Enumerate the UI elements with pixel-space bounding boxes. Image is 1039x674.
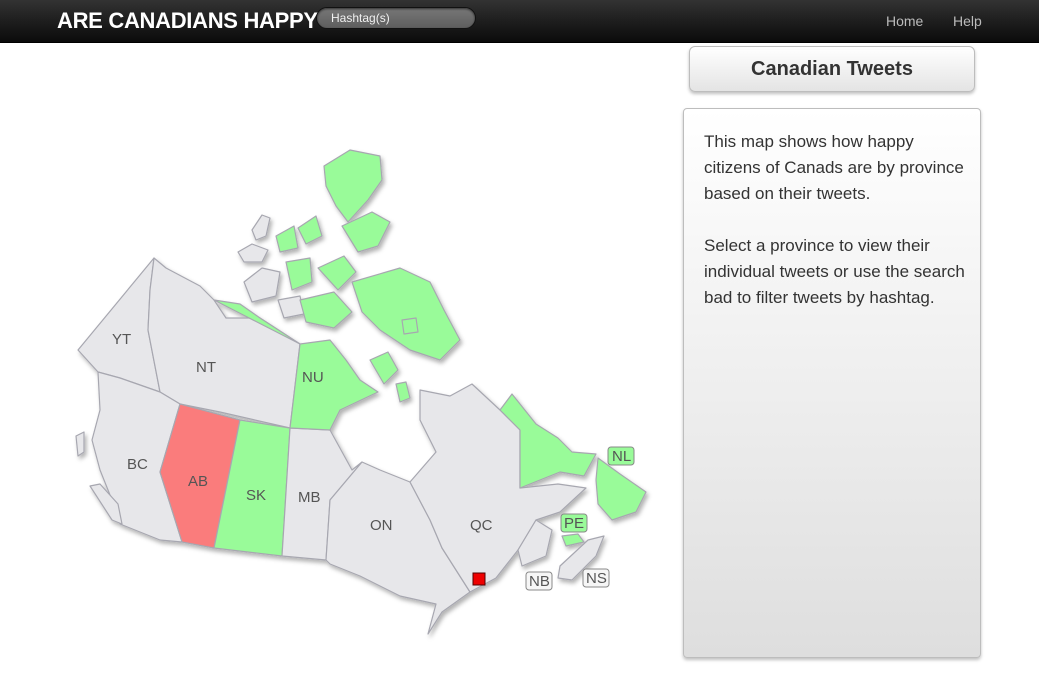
tag-pe[interactable]: PE [560, 513, 588, 533]
sidebar-panel: This map shows how happy citizens of Can… [683, 108, 981, 658]
nu-island [317, 255, 357, 291]
nu-island [351, 267, 461, 361]
location-marker[interactable] [472, 572, 486, 586]
label-nt: NT [196, 359, 216, 376]
label-mb: MB [298, 489, 321, 506]
label-nb: NB [529, 573, 550, 590]
nu-island [297, 215, 323, 245]
province-ns[interactable] [557, 535, 605, 581]
arctic-island-grey [237, 243, 269, 263]
nu-island [275, 225, 299, 253]
province-pe[interactable] [561, 533, 585, 547]
arctic-island-grey [251, 214, 271, 241]
newfoundland-island [595, 457, 647, 521]
nu-island [299, 291, 353, 329]
label-bc: BC [127, 456, 148, 473]
nu-island [341, 211, 391, 253]
label-nu: NU [302, 369, 324, 386]
label-pe: PE [564, 515, 584, 532]
sidebar-paragraph: Select a province to view their individu… [704, 236, 965, 307]
sidebar-title: Canadian Tweets [689, 46, 975, 92]
label-qc: QC [470, 517, 493, 534]
nav-home-link[interactable]: Home [886, 13, 924, 29]
tag-ns[interactable]: NS [582, 568, 610, 588]
tag-nl[interactable]: NL [607, 446, 635, 466]
arctic-island-grey [277, 295, 305, 319]
nav-help-link[interactable]: Help [953, 13, 982, 29]
hashtag-search-input[interactable] [316, 7, 476, 29]
canada-map-svg: YT NT NU BC AB SK MB ON QC NL PE NB NS [75, 149, 647, 635]
label-on: ON [370, 517, 393, 534]
label-yt: YT [112, 331, 131, 348]
nu-island [323, 149, 383, 223]
province-nb[interactable] [517, 519, 553, 567]
nu-island [369, 351, 399, 385]
haida-gwaii [75, 431, 85, 457]
vancouver-island [89, 483, 123, 525]
canada-map: YT NT NU BC AB SK MB ON QC NL PE NB NS [70, 140, 670, 650]
nu-island [395, 381, 411, 403]
label-nl: NL [612, 448, 631, 465]
nu-island [401, 317, 419, 335]
label-ab: AB [188, 473, 208, 490]
sidebar-paragraph: This map shows how happy citizens of Can… [704, 132, 964, 203]
app-title[interactable]: ARE CANADIANS HAPPY? [57, 8, 331, 33]
arctic-island-grey [243, 267, 281, 303]
navbar: ARE CANADIANS HAPPY? Home Help [0, 0, 1039, 43]
label-sk: SK [246, 487, 266, 504]
label-ns: NS [586, 570, 607, 587]
nu-island [285, 257, 313, 291]
province-ab[interactable] [159, 403, 241, 549]
province-nl[interactable] [499, 393, 597, 489]
tag-nb[interactable]: NB [525, 571, 553, 591]
province-nu[interactable] [213, 299, 379, 431]
